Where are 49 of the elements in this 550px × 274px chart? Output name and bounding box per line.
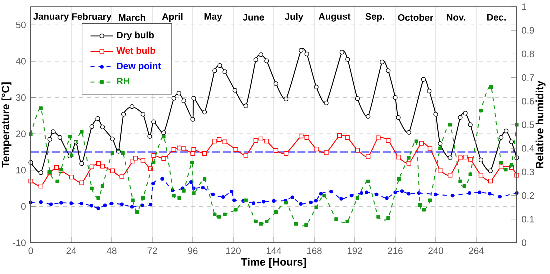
x-tick-label: 168 <box>307 248 322 254</box>
annotation: August <box>318 13 351 22</box>
y2-tick-label: 0.3 <box>522 168 534 176</box>
x-tick-label: 120 <box>226 248 241 254</box>
x-tick-label: 0 <box>28 248 34 254</box>
x-tick-label: 96 <box>188 248 198 254</box>
y2-tick-label: 0.9 <box>522 27 534 34</box>
y-tick-label: -10 <box>13 240 26 246</box>
annotation: March <box>119 14 146 22</box>
y2-tick-label: 0.4 <box>522 145 534 152</box>
x-tick-label: 48 <box>107 248 117 254</box>
x-tick-label: 240 <box>428 248 444 254</box>
annotation: October <box>398 14 434 22</box>
annotation: June <box>243 14 264 21</box>
y-tick-label: 10 <box>16 167 26 174</box>
annotation: May <box>204 13 222 22</box>
y2-tick-label: 0.2 <box>522 192 534 200</box>
legend-label: Dry bulb <box>117 32 154 40</box>
y-tick-label: 40 <box>16 58 26 65</box>
y-tick-label: 50 <box>16 22 26 28</box>
y2-tick-label: 1 <box>522 4 526 10</box>
annotation: Dec. <box>488 14 506 21</box>
annotation: Nov. <box>447 14 466 21</box>
annotation: February <box>72 13 112 22</box>
x-axis-title: Time [Hours] <box>241 258 306 268</box>
y2-axis-title: Relative humidity <box>536 80 546 168</box>
y2-tick-label: 0 <box>522 240 527 246</box>
y-tick-label: 30 <box>16 94 26 102</box>
legend-label: Wet bulb <box>116 47 156 54</box>
annotation: Sep. <box>366 13 384 22</box>
y-tick-label: 0 <box>21 203 26 210</box>
x-tick-label: 144 <box>266 248 282 254</box>
legend-label: RH <box>117 78 130 84</box>
annotation: January <box>34 13 70 22</box>
y-axis-title: Temperature [°C] <box>2 82 12 168</box>
x-tick-label: 216 <box>388 248 403 254</box>
annotation: July <box>285 13 304 22</box>
legend-label: Dew point <box>117 62 162 72</box>
y2-tick-label: 0.5 <box>522 122 534 128</box>
y2-tick-label: 0.1 <box>522 216 534 223</box>
y2-tick-label: 0.6 <box>522 98 534 105</box>
y2-tick-label: 0.7 <box>522 74 534 82</box>
annotation: April <box>162 13 183 22</box>
x-tick-label: 192 <box>348 248 362 254</box>
y-tick-label: 20 <box>16 130 26 138</box>
x-tick-label: 264 <box>469 248 484 254</box>
y2-tick-label: 0.8 <box>522 50 534 58</box>
x-tick-label: 72 <box>148 248 158 254</box>
x-tick-label: 24 <box>66 248 76 254</box>
